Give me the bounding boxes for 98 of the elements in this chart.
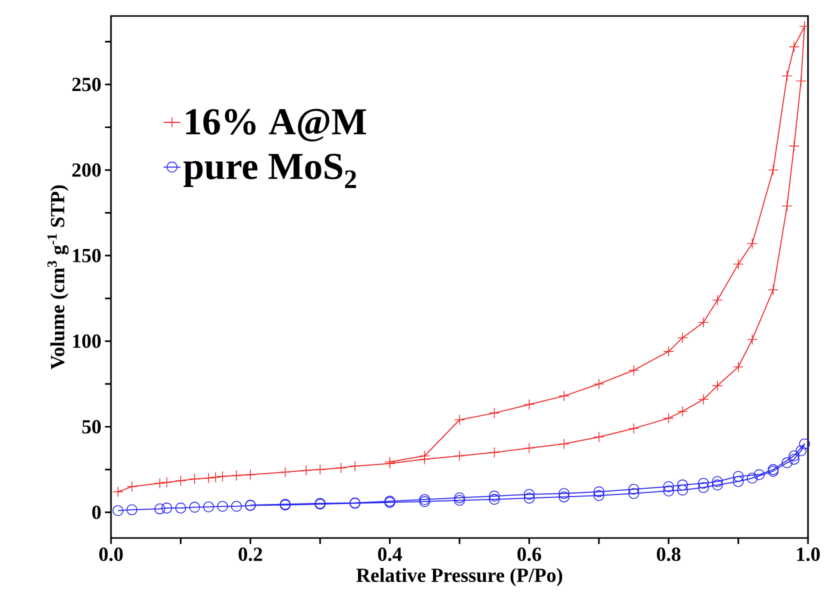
point: [488, 447, 500, 458]
point: [126, 504, 138, 516]
point: [300, 464, 312, 476]
x-axis-title: Relative Pressure (P/Po): [356, 568, 562, 586]
point: [732, 258, 744, 270]
point: [161, 476, 172, 488]
point: [628, 423, 640, 434]
point: [454, 414, 465, 426]
point: [732, 470, 744, 482]
point: [677, 332, 688, 344]
point: [746, 472, 758, 484]
point: [350, 460, 360, 472]
point: [558, 390, 570, 402]
point: [419, 450, 430, 462]
point: [732, 476, 744, 487]
legend-label: pure MoS$_{2}$: [184, 154, 356, 188]
point: [782, 200, 792, 212]
point: [524, 442, 535, 454]
y-tick-label: 250: [72, 78, 101, 92]
point: [112, 486, 124, 498]
point: [799, 20, 810, 32]
point: [732, 361, 744, 372]
point: [280, 466, 291, 478]
point: [189, 502, 200, 513]
point: [628, 364, 640, 376]
point: [558, 492, 570, 502]
legend-label: 16% A@M: [186, 108, 366, 142]
point: [754, 469, 765, 480]
point: [663, 412, 674, 424]
x-tick-label: 0.0: [99, 548, 123, 562]
point: [799, 438, 810, 450]
point: [768, 284, 779, 296]
point: [189, 474, 200, 484]
point: [488, 408, 500, 418]
point: [663, 346, 674, 357]
point: [524, 492, 535, 504]
point: [663, 481, 674, 492]
point: [677, 480, 688, 490]
point: [796, 445, 806, 456]
point: [488, 494, 500, 505]
point: [112, 505, 124, 516]
point: [698, 316, 709, 328]
point: [454, 494, 465, 506]
y-tick-label: 50: [82, 420, 101, 434]
point: [217, 500, 228, 512]
point: [698, 394, 709, 405]
point: [594, 490, 604, 501]
point: [231, 500, 242, 512]
point: [628, 488, 640, 499]
point: [712, 476, 723, 487]
point: [594, 378, 604, 390]
point: [712, 480, 723, 490]
point: [768, 164, 779, 176]
point: [594, 432, 604, 442]
point: [782, 70, 792, 82]
x-tick-label: 0.4: [378, 548, 402, 562]
point: [336, 462, 346, 474]
x-tick-label: 0.6: [517, 548, 542, 562]
point: [454, 450, 465, 462]
point: [663, 486, 674, 496]
y-tick-label: 150: [73, 248, 101, 262]
point: [154, 478, 166, 489]
point: [126, 481, 138, 492]
y-tick-label: 200: [72, 163, 101, 177]
point: [746, 238, 758, 250]
y-tick-label: 100: [73, 334, 101, 348]
point: [698, 478, 709, 489]
point: [558, 438, 570, 450]
point: [175, 502, 186, 514]
point: [712, 380, 723, 392]
point: [782, 457, 792, 468]
point: [788, 454, 800, 465]
point: [558, 488, 570, 499]
point: [245, 469, 256, 480]
point: [677, 484, 688, 496]
point: [524, 399, 535, 410]
point: [161, 502, 172, 514]
y-axis-title: Volume (cm$^{3}$ g$^{-1}$ STP): [47, 185, 69, 370]
point: [154, 504, 166, 514]
x-tick-label: 0.2: [238, 548, 262, 562]
point: [524, 488, 535, 500]
y-tick-label: 0: [92, 506, 101, 520]
point: [175, 475, 186, 486]
point: [203, 501, 214, 512]
point: [628, 484, 640, 495]
x-tick-label: 0.8: [656, 548, 680, 562]
point: [698, 482, 709, 493]
x-tick-label: 1.0: [797, 548, 820, 562]
point: [677, 406, 688, 417]
point: [712, 294, 723, 306]
point: [210, 472, 221, 483]
point: [746, 334, 758, 345]
point: [488, 490, 500, 502]
point: [454, 492, 465, 504]
point: [788, 450, 800, 462]
point: [788, 140, 800, 152]
point: [788, 41, 800, 52]
point: [594, 486, 604, 498]
